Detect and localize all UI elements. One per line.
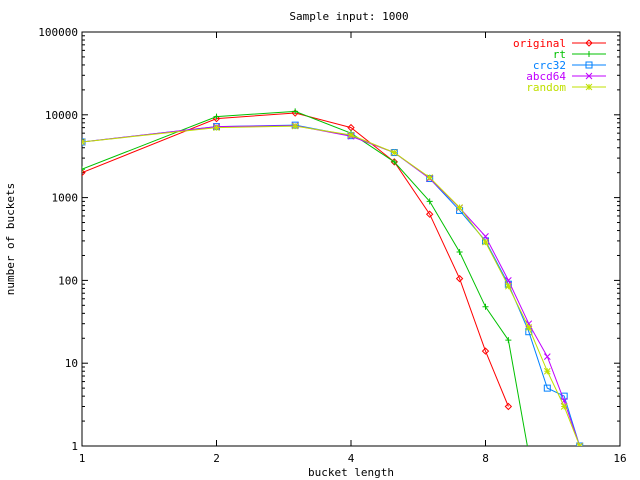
x-tick-label: 1 [79, 452, 86, 465]
x-tick-label: 16 [613, 452, 626, 465]
x-tick-label: 2 [213, 452, 220, 465]
data-point [560, 392, 568, 400]
data-point [456, 204, 463, 211]
data-point [525, 324, 533, 331]
x-axis-label: bucket length [308, 466, 394, 479]
data-point [505, 282, 512, 290]
data-point [391, 158, 398, 165]
y-tick-label: 1000 [52, 192, 79, 205]
legend-label: abcd64 [526, 70, 566, 83]
data-point [543, 353, 551, 360]
data-point [482, 238, 489, 246]
y-tick-label: 10 [65, 357, 78, 370]
data-point [82, 138, 86, 146]
data-point [455, 274, 464, 283]
legend-label: random [526, 81, 566, 94]
y-tick-label: 10000 [45, 109, 78, 122]
data-point [213, 124, 220, 131]
data-point [291, 122, 299, 130]
legend-label: rt [553, 48, 566, 61]
chart-title: Sample input: 1000 [289, 10, 408, 23]
data-point [426, 198, 433, 205]
x-tick-label: 8 [482, 452, 489, 465]
x-axis: 1 2 4 8 16 [79, 32, 627, 465]
data-point [585, 61, 593, 69]
data-point [425, 210, 434, 218]
data-point [482, 303, 489, 310]
data-point [560, 403, 568, 410]
data-point [390, 149, 398, 156]
data-point [456, 249, 463, 256]
data-point [585, 72, 593, 80]
series-random [82, 122, 584, 446]
series-layer [82, 108, 584, 446]
data-point [585, 39, 593, 47]
series-line [82, 112, 509, 407]
data-point [543, 384, 551, 392]
data-point [82, 168, 86, 177]
data-point [347, 131, 355, 139]
series-line [82, 110, 528, 446]
data-point [576, 442, 584, 446]
data-point [482, 233, 489, 240]
y-tick-label: 100000 [38, 26, 78, 39]
y-tick-label: 100 [58, 274, 78, 287]
data-point [543, 367, 551, 375]
data-point [82, 166, 85, 173]
data-point [426, 174, 434, 181]
y-tick-label: 1 [71, 440, 78, 453]
data-point [505, 337, 512, 344]
data-point [481, 347, 490, 355]
plot-frame [81, 31, 621, 447]
y-axis: 1 10 100 1000 10000 100000 [38, 26, 620, 453]
x-tick-label: 4 [348, 452, 355, 465]
series-original [82, 109, 513, 411]
data-point [585, 83, 593, 91]
data-point [504, 402, 513, 411]
data-point [292, 108, 299, 115]
series-rt [82, 108, 528, 446]
legend-label: crc32 [533, 59, 566, 72]
data-point [586, 51, 592, 57]
legend-label: original [513, 37, 566, 50]
y-axis-label: number of buckets [4, 183, 17, 296]
data-point [213, 113, 220, 120]
